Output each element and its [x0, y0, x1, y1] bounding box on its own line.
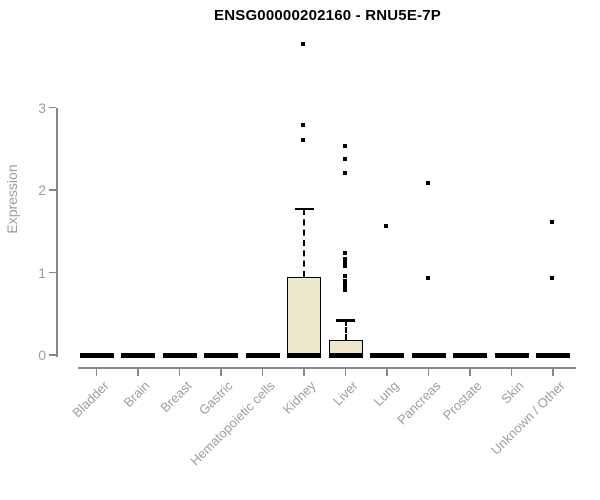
x-tick-mark [220, 368, 222, 376]
y-tick-label: 0 [38, 347, 46, 363]
outlier-point-liver [342, 285, 347, 290]
outlier-point-unknown-other [550, 220, 554, 224]
outlier-point-liver [342, 288, 347, 293]
x-tick-mark [137, 368, 139, 376]
y-tick-label: 2 [38, 182, 46, 198]
y-axis-line [56, 107, 58, 357]
median-line-gastric [204, 352, 238, 358]
median-line-brain [121, 352, 155, 358]
y-tick-label: 3 [38, 99, 46, 116]
outlier-point-liver [342, 257, 347, 262]
outlier-point-liver [342, 260, 347, 265]
x-tick-mark [344, 368, 347, 376]
median-line-breast [162, 352, 197, 358]
x-tick-mark [386, 368, 388, 376]
chart-title: ENSG00000202160 - RNU5E-7P [214, 7, 441, 24]
whisker-line-kidney [303, 208, 305, 277]
x-tick-mark [510, 368, 513, 376]
median-line-prostate [453, 352, 487, 358]
outlier-point-liver [342, 263, 347, 268]
y-tick-mark [49, 189, 56, 191]
x-tick-mark [178, 368, 181, 376]
whisker-cap-kidney [294, 207, 314, 211]
x-tick-mark [427, 368, 430, 376]
outlier-point-liver [342, 170, 347, 175]
median-line-skin [494, 352, 529, 358]
whisker-cap-liver [336, 319, 355, 322]
median-line-unknown-other [536, 352, 570, 358]
median-line-kidney [287, 352, 321, 358]
outlier-point-liver [342, 279, 347, 284]
outlier-point-unknown-other [550, 276, 554, 281]
median-line-liver [328, 352, 363, 358]
outlier-point-kidney [301, 122, 305, 127]
outlier-point-kidney [301, 137, 305, 142]
median-line-pancreas [411, 352, 446, 358]
y-tick-label: 1 [38, 264, 46, 281]
x-tick-mark [95, 368, 98, 376]
outlier-point-lung [384, 224, 388, 229]
median-line-hematopoietic-cells [245, 352, 280, 358]
whisker-line-liver [344, 320, 347, 341]
x-axis-line [78, 367, 576, 369]
outlier-point-liver [342, 251, 347, 256]
outlier-point-kidney [301, 41, 305, 46]
x-tick-mark [261, 368, 264, 376]
box-rect-kidney [287, 276, 321, 357]
outlier-point-liver [342, 144, 347, 149]
x-tick-mark [303, 368, 305, 376]
x-tick-mark [469, 368, 471, 376]
median-line-bladder [79, 352, 114, 358]
outlier-point-pancreas [425, 181, 430, 186]
y-tick-mark [49, 106, 56, 109]
outlier-point-liver [342, 274, 347, 279]
median-line-lung [370, 352, 404, 358]
outlier-point-liver [342, 157, 347, 162]
y-tick-mark [49, 354, 56, 356]
y-tick-mark [49, 271, 56, 274]
x-tick-mark [552, 368, 554, 376]
outlier-point-pancreas [425, 276, 430, 281]
